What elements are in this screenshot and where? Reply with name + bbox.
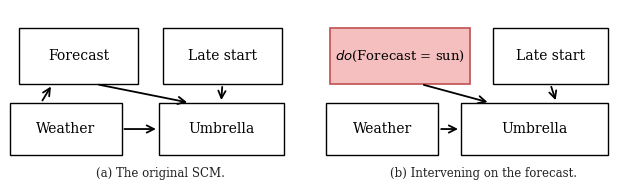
FancyBboxPatch shape xyxy=(159,103,284,155)
Text: Weather: Weather xyxy=(36,122,95,136)
FancyBboxPatch shape xyxy=(10,103,122,155)
Text: (b) Intervening on the forecast.: (b) Intervening on the forecast. xyxy=(390,166,577,180)
FancyBboxPatch shape xyxy=(330,28,470,84)
Text: Umbrella: Umbrella xyxy=(188,122,254,136)
Text: Forecast: Forecast xyxy=(48,49,109,63)
FancyBboxPatch shape xyxy=(19,28,138,84)
FancyBboxPatch shape xyxy=(326,103,438,155)
FancyBboxPatch shape xyxy=(493,28,608,84)
FancyBboxPatch shape xyxy=(163,28,282,84)
Text: Late start: Late start xyxy=(188,49,257,63)
FancyBboxPatch shape xyxy=(461,103,608,155)
Text: $\mathit{do}$(Forecast = sun): $\mathit{do}$(Forecast = sun) xyxy=(335,49,465,64)
Text: Weather: Weather xyxy=(353,122,412,136)
Text: (a) The original SCM.: (a) The original SCM. xyxy=(95,166,225,180)
Text: Umbrella: Umbrella xyxy=(501,122,568,136)
Text: Late start: Late start xyxy=(516,49,585,63)
